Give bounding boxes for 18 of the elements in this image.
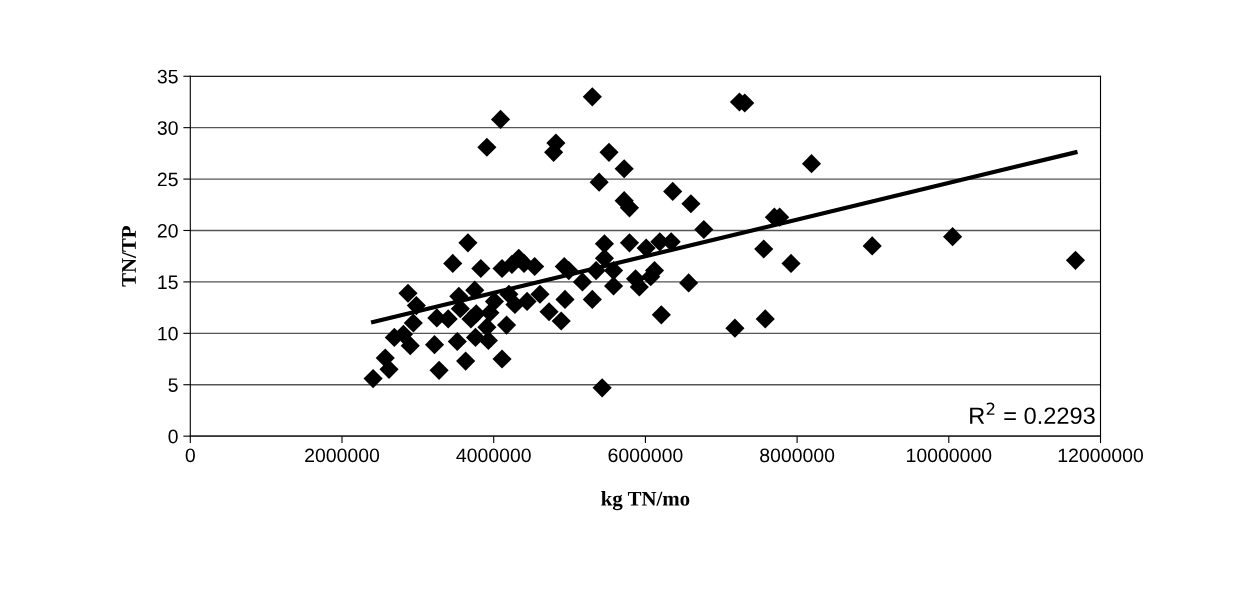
x-tick-label: 8000000 bbox=[760, 448, 835, 463]
y-tick-label: 35 bbox=[157, 69, 178, 84]
y-tick-label: 15 bbox=[158, 275, 178, 290]
x-tick-label: 12000000 bbox=[1058, 448, 1144, 463]
x-tick-label: 10000000 bbox=[907, 448, 992, 463]
y-axis-title: TN/TP bbox=[122, 226, 136, 287]
annotation: R$^{2}$ = 0.2293 bbox=[970, 402, 1095, 425]
y-tick-label: 10 bbox=[158, 326, 178, 341]
y-tick-label: 5 bbox=[168, 378, 178, 392]
x-tick-label: 4000000 bbox=[456, 448, 531, 463]
y-tick-label: 20 bbox=[157, 223, 178, 238]
y-tick-label: 0 bbox=[168, 429, 178, 444]
y-tick-label: 30 bbox=[157, 121, 178, 135]
x-axis-title: kg TN/mo bbox=[601, 491, 690, 511]
y-tick-label: 25 bbox=[157, 172, 178, 187]
x-tick-label: 2000000 bbox=[305, 448, 380, 463]
x-tick-label: 6000000 bbox=[608, 448, 683, 463]
x-tick-label: 0 bbox=[185, 448, 195, 463]
